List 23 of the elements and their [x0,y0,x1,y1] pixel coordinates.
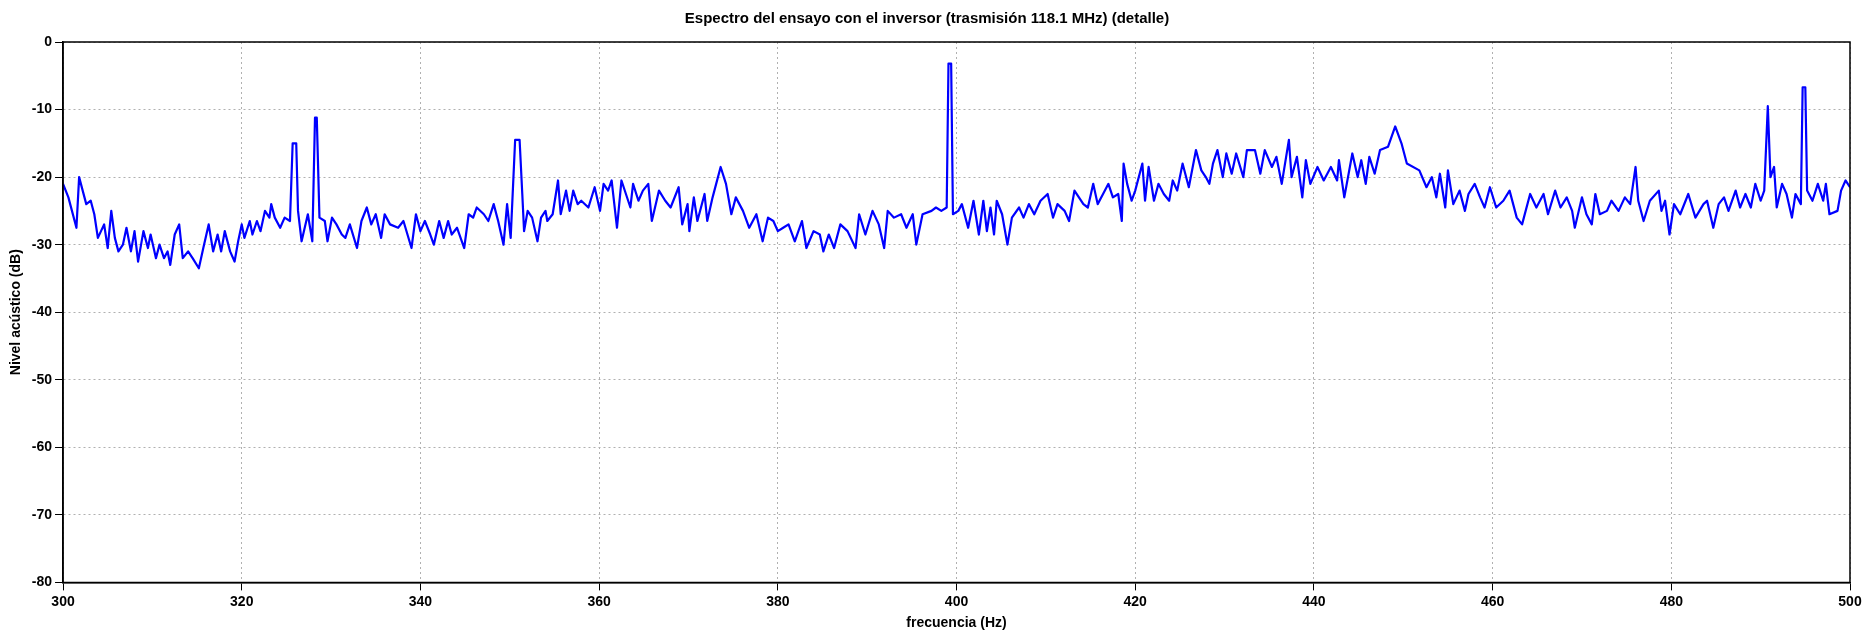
x-tick-label: 480 [1659,592,1684,609]
y-axis-title: Nivel acústico (dB) [7,249,24,376]
y-tick-label: -50 [31,370,53,387]
y-tick-label: -60 [31,438,53,455]
x-tick-label: 500 [1838,592,1862,609]
x-tick-label: 440 [1302,592,1326,609]
y-tick-label: -70 [31,505,53,522]
x-tick-label: 300 [51,592,75,609]
y-tick-label: 0 [44,32,53,49]
x-tick-label: 460 [1480,592,1505,609]
y-tick-label: -20 [31,167,53,184]
x-tick-label: 320 [230,592,254,609]
x-tick-label: 380 [766,592,790,609]
x-tick-label: 420 [1123,592,1148,609]
x-tick-label: 360 [587,592,612,609]
y-tick-label: -80 [31,573,53,590]
chart-title: Espectro del ensayo con el inversor (trasmisión 118.1 MHz) (detalle) [684,9,1170,27]
x-tick-label: 400 [944,592,969,609]
y-tick-label: -40 [31,303,53,320]
y-tick-label: -10 [31,100,53,117]
x-axis-title: frecuencia (Hz) [906,614,1007,631]
y-tick-label: -30 [31,235,53,252]
x-tick-label: 340 [408,592,433,609]
